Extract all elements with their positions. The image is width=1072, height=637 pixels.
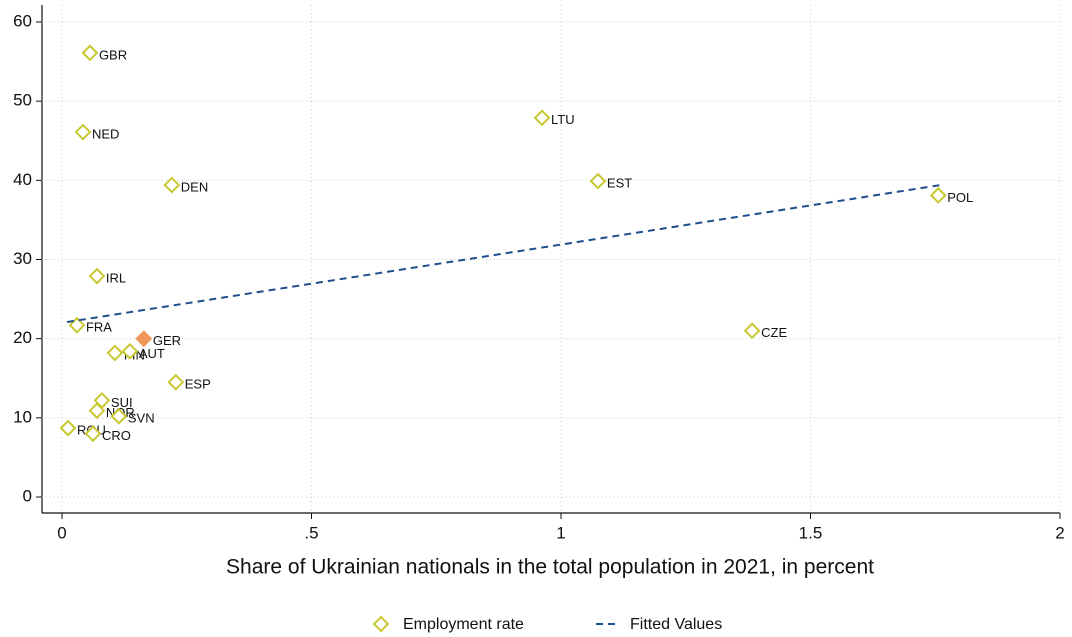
legend-marker <box>372 615 390 633</box>
point-label: SVN <box>128 411 155 426</box>
point <box>135 330 153 348</box>
point <box>84 425 102 443</box>
fit-line <box>66 184 941 324</box>
point <box>59 419 77 437</box>
point <box>163 176 181 194</box>
y-tick-label: 40 <box>13 170 32 189</box>
y-tick-label: 0 <box>23 486 32 505</box>
y-tick-label: 30 <box>13 249 32 268</box>
point-label: FRA <box>86 320 112 335</box>
point-label: DEN <box>181 180 208 195</box>
legend-label: Employment rate <box>403 616 524 633</box>
x-tick-label: .5 <box>304 523 318 542</box>
point-label: GER <box>153 333 181 348</box>
point <box>106 344 124 362</box>
x-axis-title: Share of Ukrainian nationals in the tota… <box>226 556 874 579</box>
point-label: SUI <box>111 395 133 410</box>
point <box>74 123 92 141</box>
point-label: CRO <box>102 428 131 443</box>
point <box>167 373 185 391</box>
point-label: NED <box>92 126 119 141</box>
x-tick-label: 1 <box>556 523 565 542</box>
point <box>929 186 947 204</box>
point-label: AUT <box>139 346 165 361</box>
point <box>88 402 106 420</box>
point <box>589 172 607 190</box>
point-label: POL <box>947 190 973 205</box>
x-tick-label: 0 <box>57 523 66 542</box>
point-label: ESP <box>185 377 211 392</box>
x-tick-label: 1.5 <box>799 523 823 542</box>
y-tick-label: 20 <box>13 328 32 347</box>
y-tick-label: 10 <box>13 407 32 426</box>
point-label: CZE <box>761 325 787 340</box>
point <box>743 322 761 340</box>
point <box>88 267 106 285</box>
y-tick-label: 50 <box>13 91 32 110</box>
y-tick-label: 60 <box>13 11 32 30</box>
point <box>110 407 128 425</box>
point-label: EST <box>607 176 632 191</box>
point-label: IRL <box>106 271 126 286</box>
legend-label: Fitted Values <box>630 616 722 633</box>
point <box>121 342 139 360</box>
point <box>81 44 99 62</box>
x-tick-label: 2 <box>1055 523 1064 542</box>
point <box>68 316 86 334</box>
point <box>533 109 551 127</box>
point-label: LTU <box>551 112 575 127</box>
point-label: GBR <box>99 47 127 62</box>
